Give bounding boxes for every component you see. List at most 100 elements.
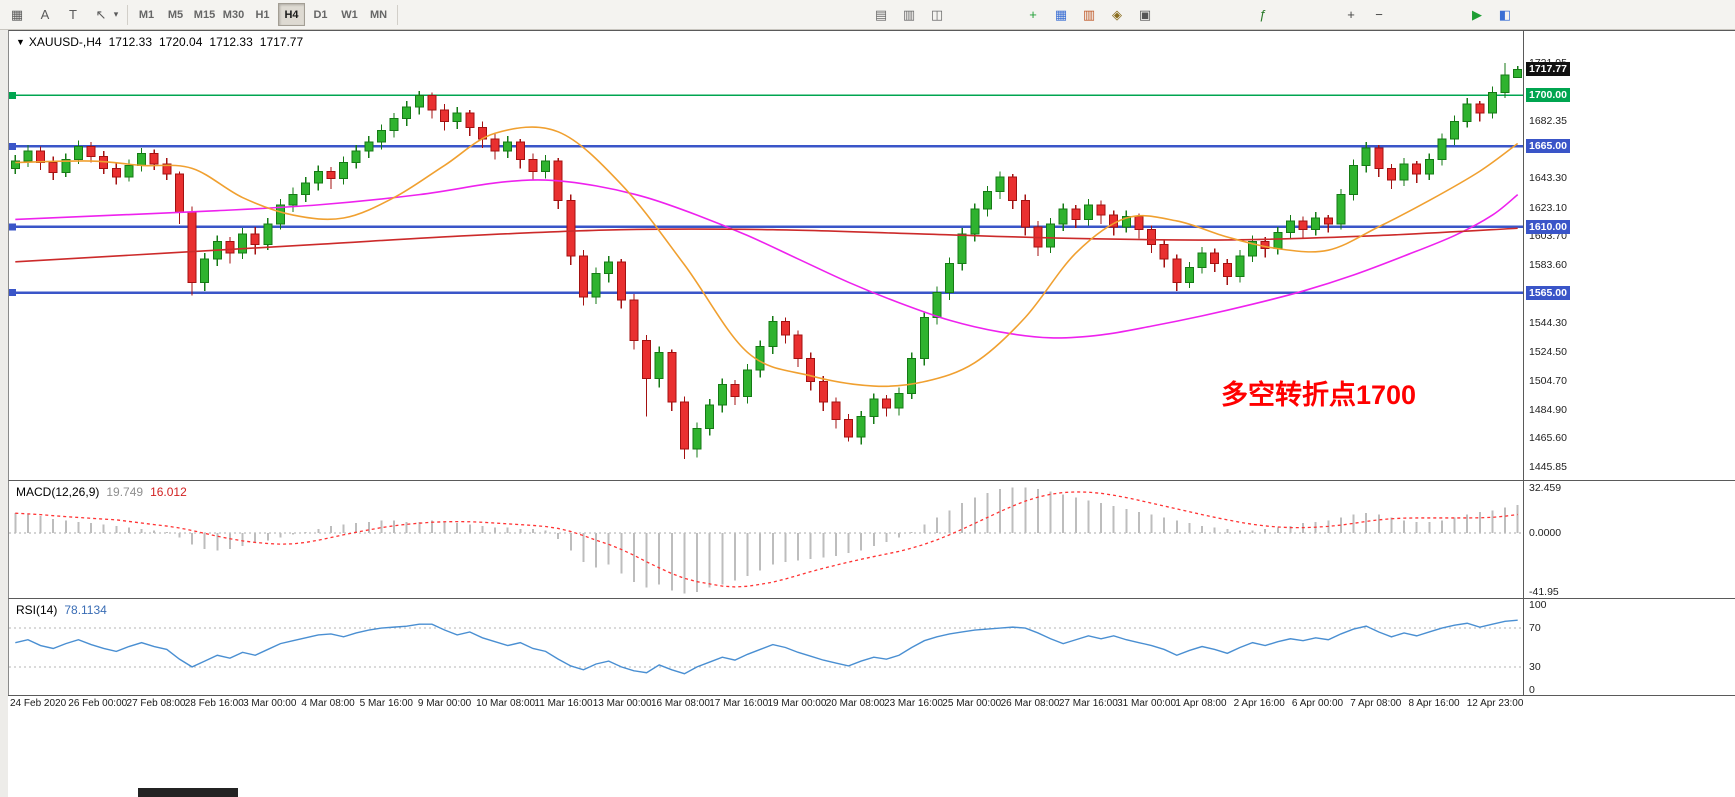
time-label: 24 Feb 2020 xyxy=(10,698,67,709)
macd-tick: 0.0000 xyxy=(1529,527,1562,540)
zoom-group: + − xyxy=(1337,3,1393,27)
time-label: 11 Mar 16:00 xyxy=(534,698,593,709)
timeframe-bar: M1 M5 M15 M30 H1 H4 D1 W1 MN xyxy=(132,3,393,26)
data-window-icon[interactable]: ▥ xyxy=(1082,6,1096,22)
tile-windows-icon[interactable]: ▤ xyxy=(874,6,888,22)
indicators-icon[interactable]: ƒ xyxy=(1259,7,1267,22)
time-label: 27 Feb 08:00 xyxy=(126,698,186,709)
market-watch-icon[interactable]: ▦ xyxy=(1054,6,1068,22)
time-label: 16 Mar 08:00 xyxy=(650,698,710,709)
price-tick: 1524.50 xyxy=(1529,345,1567,358)
price-tag-1700.00: 1700.00 xyxy=(1526,88,1570,103)
rsi-label: RSI(14) xyxy=(16,603,58,617)
price-tick: 1484.90 xyxy=(1529,403,1567,416)
chart-menu-icon[interactable]: ▼ xyxy=(16,37,25,47)
time-label: 2 Apr 16:00 xyxy=(1233,698,1285,709)
time-label: 25 Mar 00:00 xyxy=(942,698,1002,709)
timeframe-button-M30[interactable]: M30 xyxy=(222,8,245,21)
price-tag-1717.77: 1717.77 xyxy=(1526,62,1570,77)
zoom-in-icon[interactable]: + xyxy=(1347,7,1355,22)
time-label: 28 Feb 16:00 xyxy=(184,698,244,709)
tools-dropdown-caret-icon[interactable]: ▾ xyxy=(113,9,119,19)
arrange-windows-icon[interactable]: ◫ xyxy=(930,6,944,22)
macd-canvas[interactable] xyxy=(9,481,1524,599)
time-label: 27 Mar 16:00 xyxy=(1058,698,1118,709)
rsi-value: 78.1134 xyxy=(64,603,107,617)
time-label: 23 Mar 16:00 xyxy=(884,698,943,709)
rsi-line xyxy=(15,619,1518,675)
cursor-tool-icon[interactable]: ↖ xyxy=(95,6,107,22)
autotrading-icon[interactable]: ▶ xyxy=(1472,6,1482,22)
timeframe-button-M1[interactable]: M1 xyxy=(138,8,155,21)
timeframe-button-H1[interactable]: H1 xyxy=(255,8,270,21)
time-label: 12 Apr 23:00 xyxy=(1466,698,1524,709)
time-label: 3 Mar 00:00 xyxy=(243,698,297,709)
chart-workspace: ▼ XAUUSD-,H4 1712.33 1720.04 1712.33 1717.77 … xyxy=(0,30,1735,797)
rsi-header: RSI(14) 78.1134 xyxy=(16,603,107,617)
price-tick: 1544.30 xyxy=(1529,316,1567,329)
navigator-icon[interactable]: ◈ xyxy=(1112,6,1122,22)
toolbar-separator xyxy=(397,4,398,25)
symbol-timeframe-label: XAUUSD-,H4 xyxy=(28,35,102,49)
time-label: 10 Mar 08:00 xyxy=(476,698,536,709)
price-tick: 1445.85 xyxy=(1529,460,1567,473)
text-tool-icon[interactable]: T xyxy=(69,7,77,22)
timeframe-button-M15[interactable]: M15 xyxy=(193,8,216,21)
new-order-icon[interactable]: + xyxy=(1029,7,1037,22)
macd-tick: 32.459 xyxy=(1529,482,1562,494)
rsi-tick: 0 xyxy=(1529,684,1535,696)
timeframe-button-MN[interactable]: MN xyxy=(369,8,388,21)
macd-header: MACD(12,26,9) 19.749 16.012 xyxy=(16,485,187,499)
price-tick: 1682.35 xyxy=(1529,115,1567,128)
timeframe-button-M5[interactable]: M5 xyxy=(167,8,184,21)
timeframe-button-D1[interactable]: D1 xyxy=(313,8,328,21)
ohlc-open: 1712.33 xyxy=(108,35,152,49)
chart-shift-icon[interactable]: ◧ xyxy=(1498,6,1512,22)
toolbar-icon-groups: ▤ ▥ ◫ + ▦ ▥ ◈ ▣ ƒ + − ▶ ◧ xyxy=(402,3,1519,27)
tool-icons-group: ▦ A T ↖ ▾ xyxy=(3,3,123,27)
time-label: 7 Apr 08:00 xyxy=(1350,698,1402,709)
rsi-axis: 100 70 30 0 xyxy=(1523,599,1735,696)
timeframe-button-H4[interactable]: H4 xyxy=(278,3,305,26)
macd-label: MACD(12,26,9) xyxy=(16,485,100,499)
time-label: 26 Feb 00:00 xyxy=(68,698,128,709)
rsi-tick: 70 xyxy=(1529,622,1541,635)
timeframe-button-W1[interactable]: W1 xyxy=(341,8,358,21)
time-axis[interactable]: 24 Feb 2020 26 Feb 00:00 27 Feb 08:00 28 Fe… xyxy=(8,695,1735,713)
bottom-artifact xyxy=(138,788,238,797)
dock-grid-icon[interactable]: ▦ xyxy=(10,6,24,22)
annotation-tool-icon[interactable]: A xyxy=(40,7,50,22)
ohlc-low: 1712.33 xyxy=(209,35,253,49)
price-tick: 1643.30 xyxy=(1529,172,1567,185)
chart-annotation-text[interactable]: 多空转折点1700 xyxy=(1221,380,1417,410)
time-label: 20 Mar 08:00 xyxy=(825,698,885,709)
time-label: 19 Mar 00:00 xyxy=(767,698,827,709)
candlestick-canvas[interactable] xyxy=(9,31,1524,481)
price-chart-panel: ▼ XAUUSD-,H4 1712.33 1720.04 1712.33 1717.77 … xyxy=(8,30,1735,480)
ma-long-red xyxy=(15,227,1518,263)
rsi-canvas[interactable] xyxy=(9,599,1524,696)
time-label: 8 Apr 16:00 xyxy=(1408,698,1460,709)
time-label: 17 Mar 16:00 xyxy=(709,698,769,709)
time-label: 26 Mar 08:00 xyxy=(1000,698,1060,709)
time-label: 4 Mar 08:00 xyxy=(301,698,355,709)
price-tick: 1465.60 xyxy=(1529,431,1567,444)
zoom-out-icon[interactable]: − xyxy=(1375,7,1383,22)
ma-slow-magenta xyxy=(15,179,1519,339)
ohlc-high: 1720.04 xyxy=(159,35,203,49)
price-tag-1665.00: 1665.00 xyxy=(1526,139,1570,154)
rsi-tick: 30 xyxy=(1529,660,1541,673)
macd-main-value: 19.749 xyxy=(106,485,144,499)
terminal-icon[interactable]: ▣ xyxy=(1138,6,1152,22)
cascade-windows-icon[interactable]: ▥ xyxy=(902,6,916,22)
macd-signal-line xyxy=(15,491,1518,588)
ohlc-header: ▼ XAUUSD-,H4 1712.33 1720.04 1712.33 1717.77 xyxy=(16,35,303,49)
price-tag-1610.00: 1610.00 xyxy=(1526,219,1570,234)
time-label: 13 Mar 00:00 xyxy=(592,698,652,709)
price-tick: 1623.10 xyxy=(1529,201,1567,214)
time-label: 6 Apr 00:00 xyxy=(1291,698,1344,709)
toolbar: ▦ A T ↖ ▾ M1 M5 M15 M30 H1 H4 D1 W1 MN ▤ ▥ ◫ + ▦ ▥ ◈ ▣ ƒ + − ▶ ◧ xyxy=(0,0,1735,30)
bottom-area xyxy=(8,713,1735,797)
time-label: 31 Mar 00:00 xyxy=(1117,698,1177,709)
price-axis: 1721.951682.351643.301623.101603.701583.… xyxy=(1523,31,1735,480)
